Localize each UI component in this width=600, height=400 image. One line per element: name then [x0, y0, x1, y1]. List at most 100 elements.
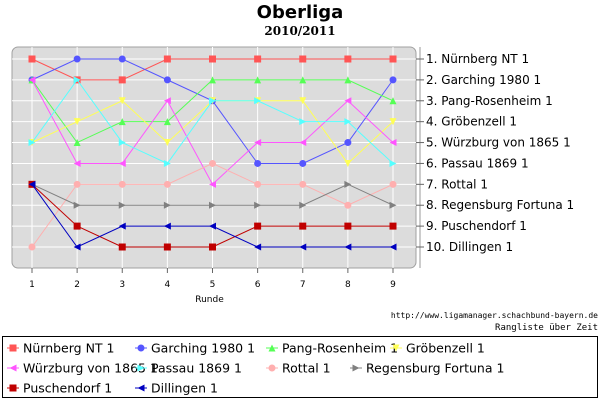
data-point: [118, 55, 126, 63]
x-tick-label: 3: [119, 280, 125, 290]
data-point: [118, 97, 126, 105]
data-point: [254, 180, 262, 188]
data-point: [73, 139, 81, 147]
data-point: [389, 55, 397, 63]
data-point: [299, 180, 307, 188]
legend-marker: [352, 364, 360, 372]
legend-marker: [137, 384, 145, 392]
data-point: [163, 76, 171, 84]
legend-item: Würzburg von 1865 1: [7, 361, 158, 376]
data-point: [344, 55, 352, 63]
data-point: [299, 55, 307, 63]
legend-item: Rottal 1: [266, 361, 331, 376]
legend-label: Puschendorf 1: [23, 381, 112, 396]
data-point: [209, 76, 216, 84]
data-point: [389, 97, 397, 105]
data-point: [73, 118, 81, 126]
legend-marker: [392, 344, 400, 352]
legend-marker: [9, 384, 17, 392]
data-point: [163, 243, 171, 251]
legend-marker: [137, 344, 145, 352]
data-point: [254, 222, 262, 230]
data-point: [299, 243, 307, 251]
data-point: [163, 97, 171, 105]
data-point: [73, 159, 81, 167]
data-point: [118, 139, 126, 147]
x-tick-label: 2: [74, 280, 80, 290]
data-point: [299, 118, 307, 126]
data-point: [254, 97, 262, 105]
chart-caption: Rangliste über Zeit: [495, 323, 598, 333]
legend-item: Gröbenzell 1: [390, 341, 485, 356]
y-tick-label: 8. Regensburg Fortuna 1: [426, 198, 574, 212]
y-tick-label: 3. Pang-Rosenheim 1: [426, 94, 553, 108]
legend-label: Pang-Rosenheim 1: [282, 341, 398, 356]
data-point: [209, 243, 216, 251]
data-point: [299, 97, 307, 105]
data-point: [209, 55, 216, 63]
series-5: [28, 76, 397, 167]
data-point: [118, 180, 126, 188]
data-point: [73, 55, 81, 63]
data-point: [389, 201, 397, 209]
data-point: [389, 222, 397, 230]
data-point: [254, 201, 262, 209]
legend-item: Dillingen 1: [135, 381, 218, 396]
data-point: [299, 139, 307, 147]
data-point: [28, 76, 36, 84]
legend-item: Passau 1869 1: [135, 361, 242, 376]
data-point: [118, 222, 126, 230]
legend-item: Regensburg Fortuna 1: [350, 361, 504, 376]
data-point: [118, 243, 126, 251]
data-point: [344, 97, 352, 105]
y-tick-label: 1. Nürnberg NT 1: [426, 52, 529, 66]
data-point: [254, 243, 262, 251]
legend-marker: [268, 364, 276, 372]
data-point: [254, 76, 262, 84]
chart-subtitle: 2010/2011: [264, 24, 336, 38]
legend-label: Rottal 1: [282, 361, 331, 376]
y-tick-label: 6. Passau 1869 1: [426, 156, 529, 170]
data-point: [73, 180, 81, 188]
data-point: [299, 159, 307, 167]
data-point: [163, 159, 171, 167]
data-point: [209, 97, 216, 105]
legend-marker: [9, 364, 17, 372]
data-point: [299, 222, 307, 230]
data-point: [163, 180, 171, 188]
legend-label: Passau 1869 1: [151, 361, 242, 376]
legend-label: Dillingen 1: [151, 381, 218, 396]
data-point: [389, 159, 397, 167]
data-point: [73, 222, 81, 230]
legend-item: Puschendorf 1: [7, 381, 112, 396]
y-tick-label: 4. Gröbenzell 1: [426, 115, 517, 129]
credit-url[interactable]: http://www.ligamanager.schachbund-bayern…: [390, 311, 598, 320]
data-point: [209, 201, 216, 209]
data-point: [209, 222, 216, 230]
data-point: [389, 118, 397, 126]
data-point: [254, 139, 262, 147]
legend-label: Regensburg Fortuna 1: [366, 361, 504, 376]
legend-label: Nürnberg NT 1: [23, 341, 114, 356]
series-2: [28, 76, 397, 147]
series-4: [28, 76, 397, 188]
legend-label: Garching 1980 1: [151, 341, 255, 356]
data-point: [73, 201, 81, 209]
legend: Nürnberg NT 1 Garching 1980 1 Pang-Rosenhe…: [2, 336, 598, 398]
data-point: [254, 159, 262, 167]
data-point: [389, 139, 397, 147]
data-point: [344, 118, 352, 126]
data-point: [73, 76, 81, 84]
x-axis-label: Runde: [195, 295, 224, 305]
legend-item: Garching 1980 1: [135, 341, 255, 356]
data-point: [209, 159, 216, 167]
legend-marker: [268, 344, 276, 352]
data-point: [73, 243, 81, 251]
y-tick-label: 2. Garching 1980 1: [426, 73, 541, 87]
x-tick-label: 8: [345, 280, 351, 290]
y-tick-label: 7. Rottal 1: [426, 177, 488, 191]
plot-area: [11, 46, 417, 269]
data-point: [389, 180, 397, 188]
data-point: [163, 139, 171, 147]
